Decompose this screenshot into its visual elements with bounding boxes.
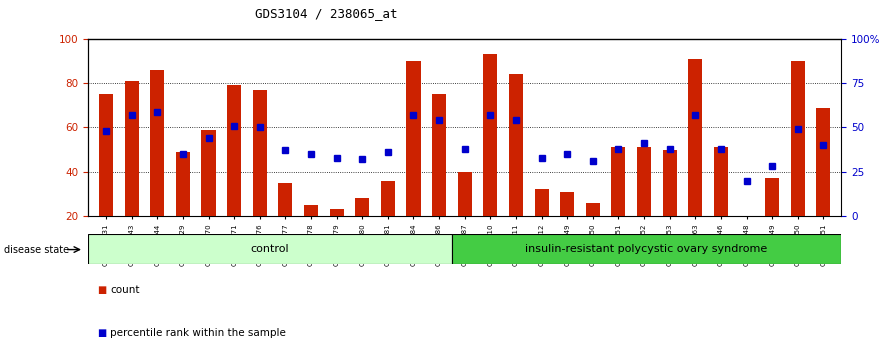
Bar <box>406 61 420 216</box>
Bar <box>99 94 113 216</box>
Bar <box>202 130 216 216</box>
Bar <box>329 209 344 216</box>
Bar <box>227 85 241 216</box>
Text: insulin-resistant polycystic ovary syndrome: insulin-resistant polycystic ovary syndr… <box>525 244 767 254</box>
Bar <box>151 70 165 216</box>
Bar <box>535 189 549 216</box>
Bar <box>637 147 651 216</box>
Bar <box>432 94 446 216</box>
Bar <box>452 234 841 264</box>
Text: ■: ■ <box>97 328 106 338</box>
Bar <box>381 181 395 216</box>
Text: GDS3104 / 238065_at: GDS3104 / 238065_at <box>255 7 398 20</box>
Bar <box>484 55 498 216</box>
Bar <box>586 202 600 216</box>
Text: percentile rank within the sample: percentile rank within the sample <box>110 328 286 338</box>
Bar <box>458 172 471 216</box>
Text: ■: ■ <box>97 285 106 295</box>
Text: control: control <box>250 244 289 254</box>
Bar <box>611 147 626 216</box>
Bar <box>124 81 138 216</box>
Bar <box>663 149 677 216</box>
Bar <box>278 183 292 216</box>
Bar <box>304 205 318 216</box>
Bar <box>88 234 452 264</box>
Bar <box>253 90 267 216</box>
Bar <box>509 74 523 216</box>
Bar <box>765 178 779 216</box>
Bar <box>355 198 369 216</box>
Bar <box>791 61 805 216</box>
Bar <box>688 59 702 216</box>
Text: count: count <box>110 285 139 295</box>
Bar <box>817 108 831 216</box>
Bar <box>176 152 190 216</box>
Bar <box>714 147 728 216</box>
Bar <box>560 192 574 216</box>
Text: disease state: disease state <box>4 245 70 255</box>
